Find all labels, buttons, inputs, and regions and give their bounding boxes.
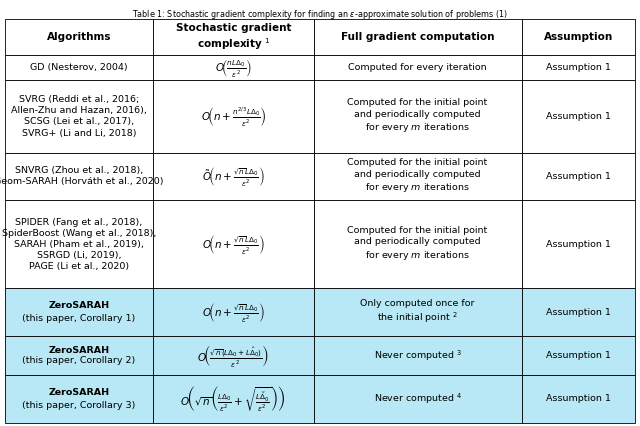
Text: Assumption: Assumption [543,32,613,42]
Bar [314,336,522,375]
Bar [5,55,153,80]
Bar [314,19,522,55]
Text: Stochastic gradient
complexity $^1$: Stochastic gradient complexity $^1$ [175,23,291,52]
Bar [522,19,635,55]
Text: Never computed $^4$: Never computed $^4$ [374,391,461,406]
Text: $O\!\left(n + \frac{n^{2/3}L\Delta_0}{\varepsilon^2}\right)$: $O\!\left(n + \frac{n^{2/3}L\Delta_0}{\v… [200,105,266,128]
Text: SNVRG (Zhou et al., 2018),
Geom-SARAH (Horváth et al., 2020): SNVRG (Zhou et al., 2018), Geom-SARAH (H… [0,166,164,187]
Text: Assumption 1: Assumption 1 [546,394,611,403]
Bar [522,80,635,153]
Bar [153,19,314,55]
Text: (this paper, Corollary 3): (this paper, Corollary 3) [22,400,136,409]
Bar [522,153,635,200]
Text: $\tilde{O}\!\left(n + \frac{\sqrt{n}L\Delta_0}{\varepsilon^2}\right)$: $\tilde{O}\!\left(n + \frac{\sqrt{n}L\De… [202,165,265,188]
Bar [5,80,153,153]
Text: Computed for every iteration: Computed for every iteration [348,63,487,72]
Bar [5,153,153,200]
Bar [153,55,314,80]
Bar [522,288,635,336]
Text: Computed for the initial point
and periodically computed
for every $m$ iteration: Computed for the initial point and perio… [348,226,488,262]
Text: GD (Nesterov, 2004): GD (Nesterov, 2004) [30,63,128,72]
Text: Assumption 1: Assumption 1 [546,112,611,121]
Text: $O\!\left(\frac{\sqrt{n}(L\Delta_0 + L\hat{\Delta}_0)}{\varepsilon^2}\right)$: $O\!\left(\frac{\sqrt{n}(L\Delta_0 + L\h… [197,343,269,368]
Bar [153,153,314,200]
Text: (this paper, Corollary 2): (this paper, Corollary 2) [22,356,136,365]
Text: Assumption 1: Assumption 1 [546,308,611,317]
Text: $O\!\left(\frac{nL\Delta_0}{\varepsilon^2}\right)$: $O\!\left(\frac{nL\Delta_0}{\varepsilon^… [215,57,252,79]
Text: $O\!\left(n + \frac{\sqrt{n}L\Delta_0}{\varepsilon^2}\right)$: $O\!\left(n + \frac{\sqrt{n}L\Delta_0}{\… [202,233,265,256]
Text: ZeroSARAH: ZeroSARAH [49,388,109,397]
Bar [153,200,314,288]
Bar [153,375,314,423]
Bar [522,200,635,288]
Bar [5,200,153,288]
Bar [153,80,314,153]
Bar [522,55,635,80]
Text: SPIDER (Fang et al., 2018),
SpiderBoost (Wang et al., 2018),
SARAH (Pham et al.,: SPIDER (Fang et al., 2018), SpiderBoost … [2,218,156,271]
Bar [5,375,153,423]
Bar [5,19,153,55]
Bar [314,153,522,200]
Text: $O\!\left(\sqrt{n}\left(\frac{L\Delta_0}{\varepsilon^2} + \sqrt{\frac{L\tilde{\D: $O\!\left(\sqrt{n}\left(\frac{L\Delta_0}… [180,384,286,414]
Text: (this paper, Corollary 1): (this paper, Corollary 1) [22,314,136,323]
Text: ZeroSARAH: ZeroSARAH [49,346,109,355]
Bar [314,80,522,153]
Text: Assumption 1: Assumption 1 [546,240,611,249]
Text: Table 1: Stochastic gradient complexity for finding an $\varepsilon$-approximate: Table 1: Stochastic gradient complexity … [132,8,508,21]
Bar [314,55,522,80]
Text: Full gradient computation: Full gradient computation [341,32,494,42]
Bar [5,336,153,375]
Text: $O\!\left(n + \frac{\sqrt{n}L\Delta_0}{\varepsilon^2}\right)$: $O\!\left(n + \frac{\sqrt{n}L\Delta_0}{\… [202,301,265,324]
Text: Assumption 1: Assumption 1 [546,63,611,72]
Bar [5,288,153,336]
Text: ZeroSARAH: ZeroSARAH [49,302,109,311]
Text: Computed for the initial point
and periodically computed
for every $m$ iteration: Computed for the initial point and perio… [348,158,488,194]
Bar [314,200,522,288]
Text: Computed for the initial point
and periodically computed
for every $m$ iteration: Computed for the initial point and perio… [348,98,488,134]
Text: Only computed once for
the initial point $^2$: Only computed once for the initial point… [360,299,475,325]
Bar [314,288,522,336]
Bar [314,375,522,423]
Text: Assumption 1: Assumption 1 [546,351,611,360]
Bar [522,336,635,375]
Text: Assumption 1: Assumption 1 [546,172,611,181]
Text: Never computed $^3$: Never computed $^3$ [374,348,461,363]
Bar [153,288,314,336]
Bar [153,336,314,375]
Text: SVRG (Reddi et al., 2016;
Allen-Zhu and Hazan, 2016),
SCSG (Lei et al., 2017),
S: SVRG (Reddi et al., 2016; Allen-Zhu and … [11,95,147,138]
Bar [522,375,635,423]
Text: Algorithms: Algorithms [47,32,111,42]
